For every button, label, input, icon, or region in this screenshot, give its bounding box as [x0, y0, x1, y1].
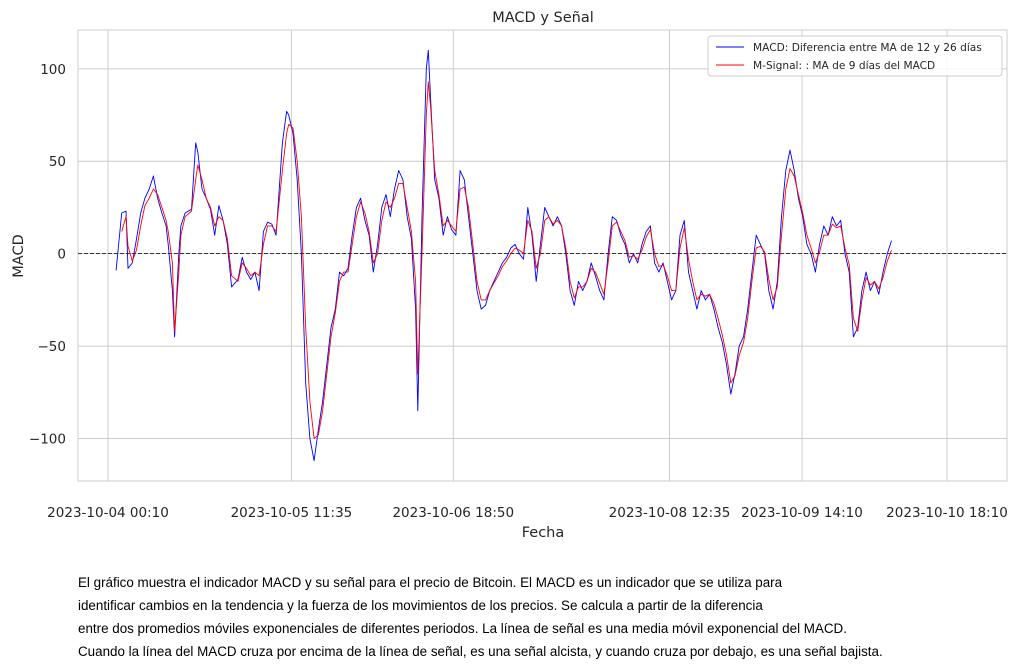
x-tick-label: 2023-10-10 18:10 [886, 505, 1008, 521]
chart-caption: El gráfico muestra el indicador MACD y s… [78, 571, 978, 663]
y-tick-label: 100 [40, 62, 66, 78]
macd-chart: MACD y Señal 100 50 0 −50 −100 2023-10-04 00… [11, 10, 1008, 541]
legend-label-macd: MACD: Diferencia entre MA de 12 y 26 día… [753, 42, 982, 54]
legend-label-signal: M-Signal: : MA de 9 días del MACD [753, 60, 935, 72]
x-tick-label: 2023-10-09 14:10 [741, 505, 863, 521]
legend: MACD: Diferencia entre MA de 12 y 26 día… [707, 35, 1003, 77]
chart-title: MACD y Señal [492, 10, 594, 26]
series-group [115, 49, 892, 462]
x-tick-label: 2023-10-08 12:35 [609, 505, 731, 521]
y-tick-label: 50 [49, 154, 66, 170]
caption-line: Cuando la línea del MACD cruza por encim… [78, 644, 883, 659]
x-axis-label: Fecha [522, 525, 565, 541]
signal-line [121, 81, 892, 439]
macd-line [115, 49, 892, 462]
plot-area [77, 29, 1008, 482]
x-axis: 2023-10-04 00:10 2023-10-05 11:35 2023-10-… [47, 505, 1008, 521]
y-axis: 100 50 0 −50 −100 [29, 62, 66, 448]
y-tick-label: 0 [57, 247, 66, 263]
caption-line: El gráfico muestra el indicador MACD y s… [78, 575, 783, 590]
x-tick-label: 2023-10-04 00:10 [47, 505, 169, 521]
caption-line: entre dos promedios móviles exponenciale… [78, 621, 847, 636]
caption-line: identificar cambios en la tendencia y la… [78, 598, 763, 613]
x-tick-label: 2023-10-05 11:35 [231, 505, 353, 521]
y-axis-label: MACD [11, 234, 27, 277]
y-tick-label: −100 [29, 431, 66, 447]
y-tick-label: −50 [38, 339, 67, 355]
legend-box [707, 35, 1003, 77]
x-tick-label: 2023-10-06 18:50 [392, 505, 514, 521]
